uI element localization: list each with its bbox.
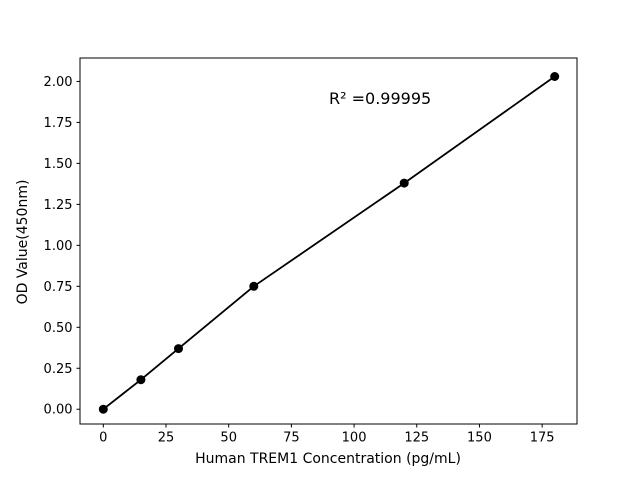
data-point [98, 404, 108, 414]
x-tick-label: 75 [283, 431, 300, 446]
y-axis-label: OD Value(450nm) [15, 179, 31, 305]
x-tick-label: 25 [158, 431, 175, 446]
y-tick-label: 0.00 [44, 403, 73, 418]
y-tick-label: 2.00 [44, 75, 73, 90]
axes-spines [79, 57, 578, 425]
data-point [136, 375, 146, 385]
y-tick-label: 1.00 [44, 239, 73, 254]
x-tick-label: 50 [220, 431, 237, 446]
data-point [399, 178, 409, 188]
r-squared-annotation: R² =0.99995 [329, 89, 432, 108]
fit-line [102, 75, 556, 411]
y-tick-label: 0.75 [44, 280, 73, 295]
data-point [249, 281, 259, 291]
data-point [550, 72, 560, 81]
x-tick-label: 125 [404, 431, 429, 446]
x-tick-label: 0 [99, 431, 107, 446]
data-point [174, 344, 183, 354]
y-tick-label: 1.50 [44, 157, 73, 172]
y-tick-label: 0.50 [44, 321, 73, 336]
x-tick-label: 150 [467, 431, 492, 446]
y-tick-label: 1.25 [44, 198, 73, 213]
x-axis-label: Human TREM1 Concentration (pg/mL) [195, 451, 461, 467]
y-tick-label: 1.75 [44, 116, 73, 131]
y-tick-label: 0.25 [44, 362, 73, 377]
x-tick-label: 100 [342, 431, 367, 446]
x-tick-label: 175 [530, 431, 555, 446]
